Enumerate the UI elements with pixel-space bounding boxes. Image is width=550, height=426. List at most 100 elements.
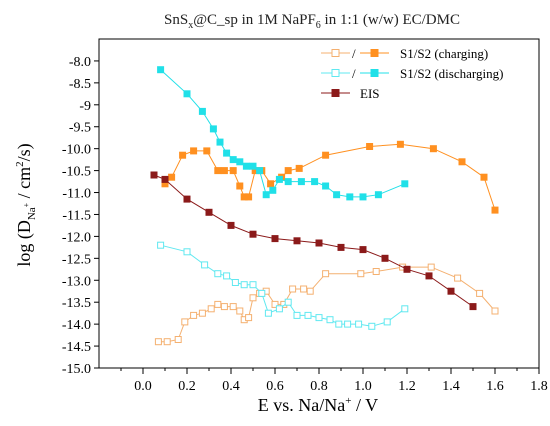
data-point — [295, 164, 303, 172]
data-point — [240, 281, 248, 289]
data-point — [359, 246, 367, 254]
data-point — [214, 300, 222, 308]
y-tick-label: -12.0 — [62, 230, 91, 245]
y-tick-label: -11.5 — [62, 208, 91, 223]
data-point — [236, 182, 244, 190]
data-point — [209, 125, 217, 133]
data-point — [154, 338, 162, 346]
data-point — [183, 90, 191, 98]
data-point — [214, 270, 222, 278]
data-point — [198, 309, 206, 317]
legend-entry-eis: EIS — [321, 86, 380, 101]
y-tick-label: -9.5 — [69, 121, 91, 136]
data-point — [249, 162, 257, 170]
data-point — [216, 138, 224, 146]
data-point — [322, 151, 330, 159]
data-point — [311, 178, 319, 186]
data-point — [207, 305, 215, 313]
data-point — [335, 320, 343, 328]
data-point — [458, 158, 466, 166]
y-tick-label: -13.0 — [62, 274, 91, 289]
data-point — [396, 140, 404, 148]
x-axis-label: E vs. Na/Na+ / V — [258, 395, 378, 415]
y-tick-label: -10.0 — [62, 143, 91, 158]
x-tick-label: 0.8 — [310, 379, 328, 394]
data-point — [223, 149, 231, 157]
y-tick-label: -8.0 — [69, 55, 91, 70]
data-point — [262, 191, 270, 199]
data-point — [315, 239, 323, 247]
data-point — [383, 318, 391, 326]
x-tick-label: 1.6 — [486, 379, 504, 394]
data-point — [174, 336, 182, 343]
series-line — [153, 174, 474, 308]
legend-entry-charging: / S1/S2 (charging) — [321, 46, 488, 61]
data-point — [229, 156, 237, 164]
series-s2_charging — [161, 140, 499, 214]
y-tick-label: -15.0 — [62, 362, 91, 377]
y-axis-label: log (DNa+ / cm2/s) — [14, 143, 38, 266]
y-tick-label: -8.5 — [69, 77, 91, 92]
chart-title: SnSx@C_sp in 1M NaPF6 in 1:1 (w/w) EC/DM… — [164, 12, 460, 31]
data-point — [190, 311, 198, 319]
data-point — [284, 167, 292, 175]
data-point — [163, 338, 171, 346]
data-point — [157, 241, 165, 249]
data-point — [205, 208, 213, 216]
data-point — [245, 314, 253, 322]
data-point — [245, 193, 253, 201]
x-tick-label: 0.6 — [266, 379, 284, 394]
data-point — [344, 320, 352, 328]
data-point — [284, 298, 292, 306]
data-point — [333, 191, 341, 199]
x-tick-label: 1.4 — [442, 379, 460, 394]
data-point — [227, 221, 235, 229]
legend-slash-discharging: / — [352, 66, 356, 81]
x-tick-label: 1.8 — [530, 379, 548, 394]
data-point — [229, 303, 237, 311]
x-tick-label: 0.0 — [134, 379, 152, 394]
data-point — [190, 147, 198, 155]
series-layer — [150, 66, 499, 346]
data-point — [355, 320, 363, 328]
data-point — [401, 305, 409, 313]
data-point — [429, 145, 437, 153]
data-point — [249, 281, 257, 289]
series-line — [164, 143, 496, 211]
data-point — [275, 305, 283, 313]
series-s2_discharging — [157, 66, 409, 201]
legend-label-charging: S1/S2 (charging) — [400, 46, 488, 61]
data-point — [269, 186, 277, 194]
data-point — [368, 322, 376, 330]
series-eis — [150, 171, 477, 311]
data-point — [454, 274, 462, 282]
data-point — [198, 107, 206, 115]
data-point — [322, 270, 330, 278]
data-point — [304, 311, 312, 319]
legend-marker-discharging-filled — [370, 69, 379, 77]
data-point — [181, 318, 189, 326]
data-point — [359, 193, 367, 201]
x-axis: 0.0 0.2 0.4 0.6 0.8 1.0 1.2 1.4 1.6 1.8 — [120, 368, 548, 394]
x-tick-label: 1.0 — [354, 379, 372, 394]
data-point — [249, 230, 257, 238]
data-point — [346, 193, 354, 201]
data-point — [275, 175, 283, 183]
y-tick-label: -14.0 — [62, 318, 91, 333]
data-point — [427, 263, 435, 271]
data-point — [179, 151, 187, 159]
data-point — [220, 167, 228, 175]
data-point — [491, 307, 499, 315]
legend-label-discharging: S1/S2 (discharging) — [400, 66, 503, 81]
x-tick-label: 0.4 — [222, 379, 240, 394]
data-point — [366, 143, 374, 150]
data-point — [161, 175, 169, 183]
data-point — [168, 173, 176, 181]
legend: / S1/S2 (charging) / S1/S2 (discharging)… — [321, 46, 503, 101]
data-point — [480, 173, 488, 181]
data-point — [157, 66, 165, 74]
y-tick-label: -14.5 — [62, 340, 91, 355]
data-point — [469, 303, 477, 311]
data-point — [403, 265, 411, 273]
